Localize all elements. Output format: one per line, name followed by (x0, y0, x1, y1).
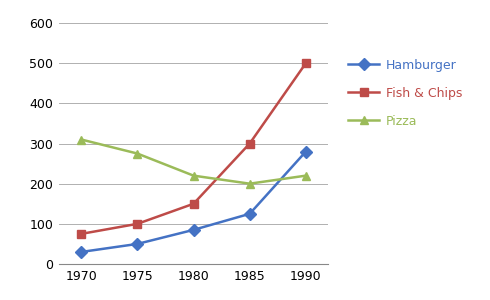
Fish & Chips (78, 232, 84, 236)
Hamburger (247, 212, 253, 216)
Hamburger (303, 150, 309, 153)
Fish & Chips (303, 61, 309, 65)
Line: Fish & Chips: Fish & Chips (77, 59, 310, 238)
Fish & Chips (191, 202, 196, 206)
Pizza (247, 182, 253, 185)
Hamburger (191, 228, 196, 232)
Legend: Hamburger, Fish & Chips, Pizza: Hamburger, Fish & Chips, Pizza (348, 58, 462, 128)
Hamburger (78, 250, 84, 254)
Pizza (303, 174, 309, 177)
Line: Pizza: Pizza (77, 135, 310, 188)
Fish & Chips (247, 142, 253, 145)
Pizza (78, 138, 84, 141)
Hamburger (134, 242, 140, 246)
Fish & Chips (134, 222, 140, 226)
Line: Hamburger: Hamburger (77, 147, 310, 256)
Pizza (191, 174, 196, 177)
Pizza (134, 152, 140, 155)
